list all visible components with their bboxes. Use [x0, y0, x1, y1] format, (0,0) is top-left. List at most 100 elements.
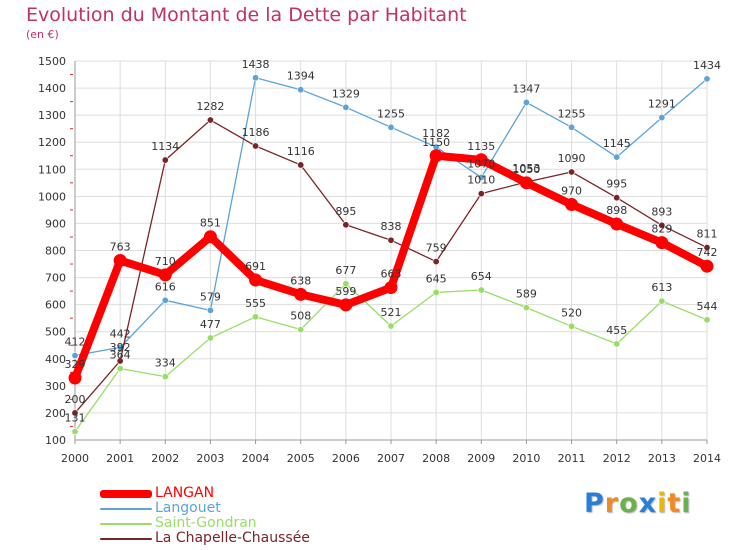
- data-point: [339, 298, 353, 312]
- legend-item: Langouet: [100, 501, 420, 516]
- y-tick-label: 700: [45, 272, 66, 285]
- data-point: [474, 153, 488, 167]
- data-label: 1434: [693, 59, 721, 72]
- legend-swatch: [100, 537, 152, 540]
- data-point: [387, 322, 395, 330]
- chart-title: Evolution du Montant de la Dette par Hab…: [26, 4, 467, 26]
- data-point: [252, 74, 260, 82]
- data-label: 521: [381, 306, 402, 319]
- data-point: [610, 217, 624, 231]
- data-label: 742: [697, 246, 718, 259]
- data-label: 995: [606, 178, 627, 191]
- y-tick-label: 1500: [38, 55, 66, 68]
- data-point: [249, 273, 263, 287]
- y-tick-label: 300: [45, 380, 66, 393]
- data-label: 589: [516, 288, 537, 301]
- data-label: 663: [381, 268, 402, 281]
- legend-label: Saint-Gondran: [155, 515, 257, 531]
- data-label: 970: [561, 184, 582, 197]
- data-point: [658, 221, 666, 229]
- chart-unit: (en €): [26, 28, 59, 41]
- data-label: 1050: [512, 163, 540, 176]
- data-label: 508: [290, 310, 311, 323]
- data-label: 616: [155, 280, 176, 293]
- legend-item: LANGAN: [100, 486, 420, 501]
- logo-letter: o: [619, 488, 639, 519]
- logo-letter: x: [638, 488, 658, 519]
- data-point: [342, 103, 350, 111]
- data-point: [655, 236, 669, 250]
- data-point: [297, 326, 305, 334]
- data-point: [613, 194, 621, 202]
- data-label: 1394: [287, 70, 315, 83]
- data-point: [161, 296, 169, 304]
- data-point: [206, 306, 214, 314]
- data-point: [387, 123, 395, 131]
- data-label: 544: [697, 300, 718, 313]
- data-label: 1282: [196, 100, 224, 113]
- legend-item: La Chapelle-Chaussée: [100, 531, 420, 546]
- legend-item: Saint-Gondran: [100, 516, 420, 531]
- legend-swatch: [100, 522, 152, 525]
- logo-letter: i: [657, 488, 668, 519]
- data-label: 851: [200, 217, 221, 230]
- x-tick-label: 2010: [512, 452, 540, 465]
- data-label: 1186: [242, 126, 270, 139]
- data-point: [477, 286, 485, 294]
- y-tick-label: 800: [45, 245, 66, 258]
- x-tick-label: 2012: [603, 452, 631, 465]
- data-label: 893: [651, 205, 672, 218]
- data-label: 455: [606, 324, 627, 337]
- data-label: 442: [110, 327, 131, 340]
- data-point: [703, 316, 711, 324]
- data-point: [71, 428, 79, 436]
- data-point: [519, 176, 533, 190]
- data-label: 520: [561, 306, 582, 319]
- data-point: [477, 190, 485, 198]
- x-tick-label: 2001: [106, 452, 134, 465]
- data-point: [297, 161, 305, 169]
- data-label: 654: [471, 270, 492, 283]
- data-label: 838: [381, 220, 402, 233]
- data-label: 691: [245, 260, 266, 273]
- data-label: 1182: [422, 127, 450, 140]
- data-label: 1145: [603, 137, 631, 150]
- data-point: [477, 173, 485, 181]
- x-tick-label: 2006: [332, 452, 360, 465]
- data-point: [113, 254, 127, 268]
- data-label: 613: [651, 281, 672, 294]
- data-point: [658, 297, 666, 305]
- data-label: 131: [65, 412, 86, 425]
- data-point: [613, 340, 621, 348]
- data-point: [203, 230, 217, 244]
- data-label: 1053: [512, 162, 540, 175]
- data-point: [568, 322, 576, 330]
- y-tick-label: 600: [45, 299, 66, 312]
- data-point: [116, 365, 124, 373]
- data-point: [252, 142, 260, 150]
- data-label: 1010: [467, 174, 495, 187]
- data-point: [429, 149, 443, 163]
- data-point: [161, 373, 169, 381]
- x-tick-label: 2005: [287, 452, 315, 465]
- data-point: [387, 236, 395, 244]
- data-label: 1134: [151, 140, 179, 153]
- series-layer: [68, 74, 714, 436]
- proxiti-logo: Proxiti: [584, 488, 692, 519]
- data-point: [432, 288, 440, 296]
- data-point: [384, 281, 398, 295]
- x-tick-label: 2014: [693, 452, 721, 465]
- data-point: [432, 258, 440, 266]
- data-point: [294, 287, 308, 301]
- data-label: 364: [110, 349, 131, 362]
- axis-layer: 1002003004005006007008009001000110012001…: [38, 55, 721, 465]
- data-label: 1255: [558, 107, 586, 120]
- data-label: 1090: [558, 152, 586, 165]
- data-point: [703, 75, 711, 83]
- data-point: [522, 304, 530, 312]
- logo-letter: i: [681, 488, 692, 519]
- data-point: [158, 268, 172, 282]
- legend-label: La Chapelle-Chaussée: [155, 530, 310, 546]
- y-tick-label: 1000: [38, 190, 66, 203]
